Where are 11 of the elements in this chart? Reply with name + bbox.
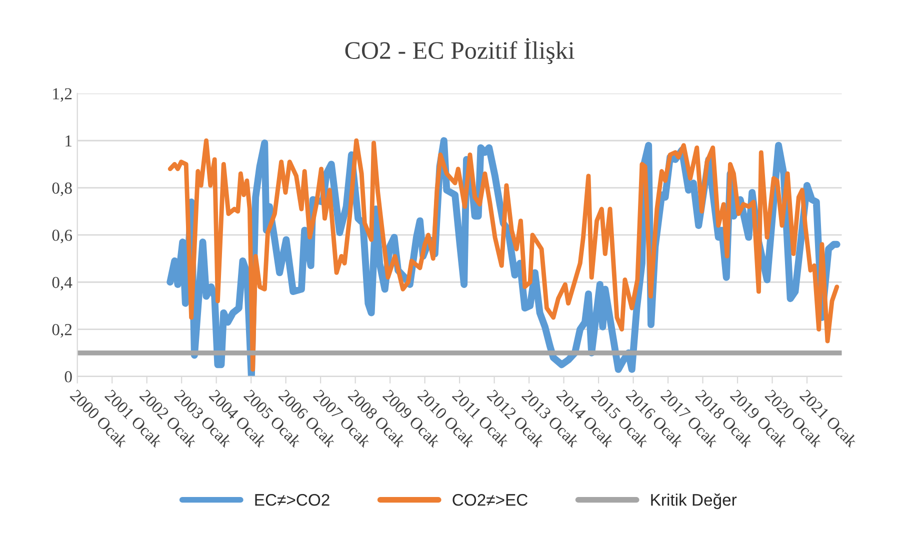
y-tick-label: 0,4 — [52, 276, 72, 290]
y-tick-label: 0 — [64, 371, 72, 382]
y-tick-label: 1 — [66, 135, 72, 146]
y-tick-label: 0,8 — [52, 182, 72, 196]
y-tick-label: 0,6 — [52, 230, 72, 244]
legend-label: CO2≠>EC — [452, 494, 528, 506]
legend-label: Kritik Değer — [651, 493, 737, 510]
y-tick-label: 0,2 — [52, 324, 72, 338]
legend-label: EC≠>CO2 — [255, 494, 330, 506]
chart-title: CO2 - EC Pozitif İlişki — [345, 38, 574, 64]
y-tick-label: 1,2 — [53, 88, 72, 102]
